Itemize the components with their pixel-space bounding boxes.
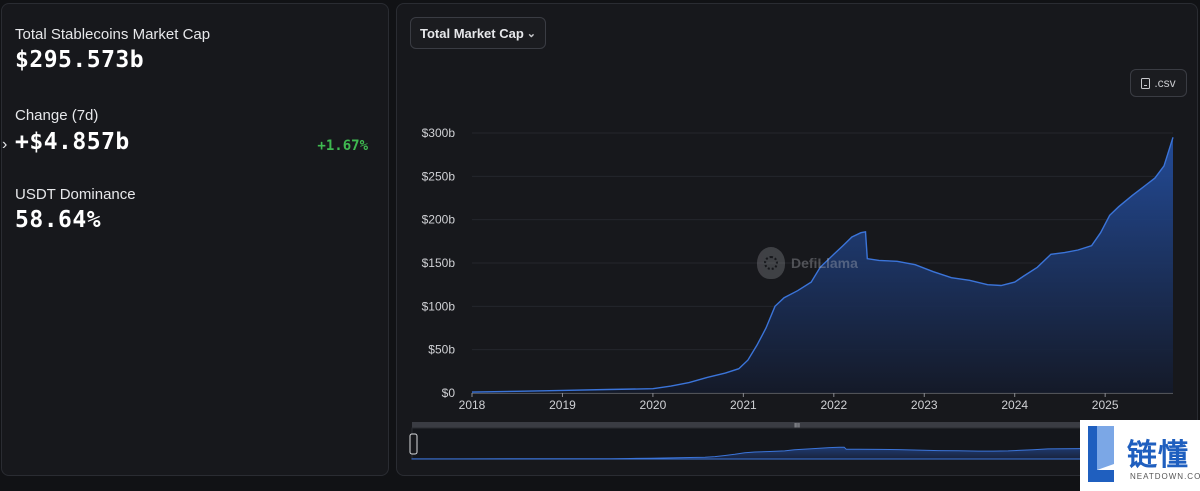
y-tick-label: $0 xyxy=(442,386,456,400)
llama-logo-icon xyxy=(757,247,785,279)
y-tick-label: $100b xyxy=(422,299,456,313)
y-tick-label: $50b xyxy=(428,343,455,357)
y-tick-label: $200b xyxy=(422,213,456,227)
csv-label: .csv xyxy=(1154,76,1176,90)
brush-track[interactable] xyxy=(412,422,1182,428)
y-axis: $0 $50b $100b $150b $200b $250b $300b xyxy=(422,126,456,400)
y-tick-label: $250b xyxy=(422,169,456,183)
change-value: +$4.857b xyxy=(15,129,130,155)
market-cap-label: Total Stablecoins Market Cap xyxy=(15,26,211,43)
watermark-text: DefiLlama xyxy=(791,255,858,271)
y-tick-label: $150b xyxy=(422,256,456,270)
x-tick-label: 2024 xyxy=(1001,398,1028,412)
chevron-right-icon[interactable]: › xyxy=(2,136,8,153)
range-brush[interactable]: III xyxy=(409,422,1183,460)
dominance-label: USDT Dominance xyxy=(15,186,136,203)
x-tick-label: 2019 xyxy=(549,398,576,412)
x-tick-label: 2021 xyxy=(730,398,757,412)
corner-badge: 链懂 NEATDOWN.COM xyxy=(1080,420,1200,491)
csv-download-button[interactable]: .csv xyxy=(1130,69,1187,97)
x-tick-label: 2020 xyxy=(640,398,667,412)
defillama-watermark: DefiLlama xyxy=(757,247,858,279)
stats-panel: Total Stablecoins Market Cap $295.573b C… xyxy=(1,3,389,476)
x-tick-label: 2022 xyxy=(820,398,847,412)
change-percent: +1.67% xyxy=(317,138,368,154)
y-tick-label: $300b xyxy=(422,126,456,140)
dominance-value: 58.64% xyxy=(15,207,102,233)
brush-left-handle[interactable] xyxy=(409,433,418,455)
metric-dropdown-label: Total Market Cap xyxy=(420,25,524,41)
badge-title: 链懂 xyxy=(1127,438,1189,473)
market-cap-value: $295.573b xyxy=(15,47,145,73)
badge-logo-icon xyxy=(1088,426,1114,482)
chevron-down-icon: ⌄ xyxy=(526,27,536,40)
file-download-icon xyxy=(1141,77,1151,89)
brush-grip-icon[interactable]: III xyxy=(794,423,800,430)
x-axis: 2018 2019 2020 2021 2022 2023 2024 2025 xyxy=(459,392,1173,412)
x-tick-label: 2023 xyxy=(911,398,938,412)
chart-panel: Total Market Cap ⌄ .csv $0 $50b $100b $150b… xyxy=(396,3,1198,476)
area-chart: $0 $50b $100b $150b $200b $250b $300b 2018 2019… xyxy=(409,126,1183,460)
badge-subtitle: NEATDOWN.COM xyxy=(1130,472,1200,481)
series-line xyxy=(471,137,1174,393)
change-label: Change (7d) xyxy=(15,107,99,124)
x-tick-label: 2025 xyxy=(1092,398,1119,412)
x-tick-label: 2018 xyxy=(459,398,486,412)
metric-dropdown[interactable]: Total Market Cap ⌄ xyxy=(410,17,546,49)
